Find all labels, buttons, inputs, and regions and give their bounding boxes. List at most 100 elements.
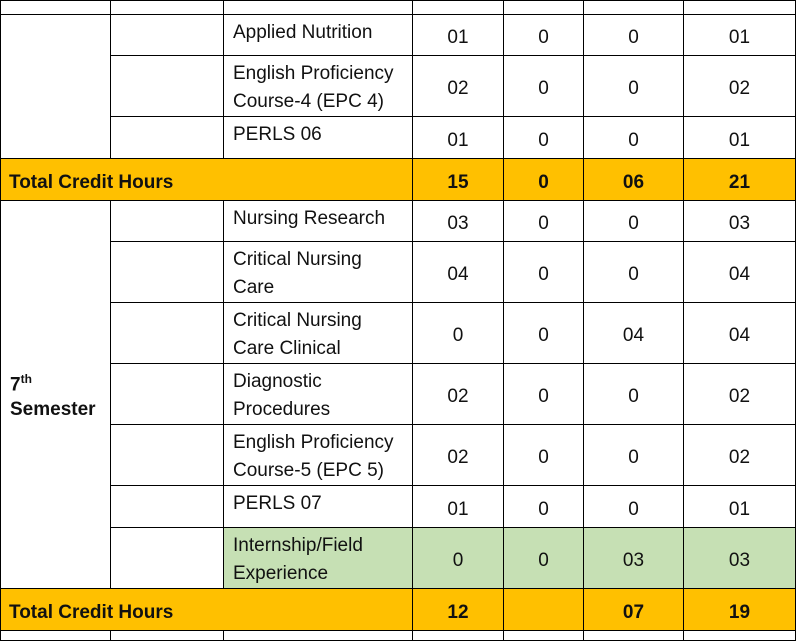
credit-value: 04 [683,241,796,303]
course-row: English Proficiency Course-4 (EPC 4) 02 0 0… [1,55,796,117]
course-name: PERLS 06 [223,116,413,159]
semester-cell: 7th Semester [0,200,111,589]
credit-value: 01 [412,14,504,56]
credit-value: 01 [412,116,504,159]
total-value: 19 [683,588,796,631]
course-name: English Proficiency Course-4 (EPC 4) [223,55,413,117]
course-name: PERLS 07 [223,485,413,528]
cell [583,0,684,15]
credit-value: 0 [503,485,584,528]
total-value: 0 [503,158,584,201]
credit-value: 03 [412,200,504,242]
empty-cell [110,55,224,117]
credit-value: 0 [503,527,584,589]
cell [223,0,413,15]
cell [412,630,504,641]
total-value: 06 [583,158,684,201]
empty-cell [110,527,224,589]
cell [583,630,684,641]
course-name: Diagnostic Procedures [223,363,413,425]
semester-cell [0,14,111,159]
total-value [503,588,584,631]
total-label: Total Credit Hours [0,158,413,201]
partial-row [0,630,796,641]
cell [0,0,111,15]
course-row: Critical Nursing Care 04 0 0 04 [1,241,796,303]
empty-cell [110,302,224,364]
credit-value: 02 [412,424,504,486]
total-row: Total Credit Hours 12 07 19 [0,588,796,631]
total-value: 07 [583,588,684,631]
cell [683,0,796,15]
semester-suffix: th [20,371,32,386]
partial-row [0,0,796,15]
credit-value: 0 [412,527,504,589]
course-row: Diagnostic Procedures 02 0 0 02 [1,363,796,425]
credit-value: 0 [583,116,684,159]
total-label: Total Credit Hours [0,588,413,631]
credit-value: 0 [412,302,504,364]
credit-value: 0 [583,241,684,303]
empty-cell [110,424,224,486]
empty-cell [110,363,224,425]
total-row: Total Credit Hours 15 0 06 21 [0,158,796,201]
credit-value: 02 [683,424,796,486]
course-row: Internship/Field Experience 0 0 03 03 [1,527,796,589]
credit-value: 0 [583,200,684,242]
credit-value: 01 [683,485,796,528]
cell [503,630,584,641]
credit-value: 02 [412,363,504,425]
credit-value: 0 [583,485,684,528]
credit-value: 02 [683,55,796,117]
credit-value: 04 [412,241,504,303]
cell [223,630,413,641]
credit-value: 0 [583,55,684,117]
course-name: Critical Nursing Care [223,241,413,303]
cell [683,630,796,641]
credit-value: 04 [683,302,796,364]
semester-number: 7 [10,374,21,396]
course-name: Critical Nursing Care Clinical [223,302,413,364]
credit-value: 03 [583,527,684,589]
cell [110,630,224,641]
total-value: 12 [412,588,504,631]
credit-value: 04 [583,302,684,364]
course-name: English Proficiency Course-5 (EPC 5) [223,424,413,486]
course-row: Critical Nursing Care Clinical 0 0 04 04 [1,302,796,364]
credit-value: 0 [503,55,584,117]
empty-cell [110,200,224,242]
empty-cell [110,14,224,56]
course-name: Applied Nutrition [223,14,413,56]
credit-value: 01 [412,485,504,528]
credit-value: 0 [503,363,584,425]
total-value: 21 [683,158,796,201]
course-name: Nursing Research [223,200,413,242]
credit-value: 0 [503,241,584,303]
course-row: English Proficiency Course-5 (EPC 5) 02 0 0… [1,424,796,486]
credit-value: 02 [683,363,796,425]
credit-value: 0 [503,116,584,159]
cell [503,0,584,15]
credit-value: 0 [583,424,684,486]
course-row: 7th Semester Nursing Research 03 0 0 03 [0,200,796,589]
empty-cell [110,241,224,303]
credit-value: 0 [583,363,684,425]
credit-value: 02 [412,55,504,117]
credit-value: 03 [683,527,796,589]
credit-value: 0 [503,302,584,364]
cell [412,0,504,15]
cell [110,0,224,15]
course-row: PERLS 06 01 0 0 01 [1,116,796,159]
credit-value: 01 [683,14,796,56]
semester-word: Semester [10,399,96,421]
credit-value: 03 [683,200,796,242]
credit-value: 0 [503,14,584,56]
empty-cell [110,485,224,528]
credit-value: 0 [503,424,584,486]
credit-value: 0 [583,14,684,56]
course-row: Applied Nutrition 01 0 0 01 [0,14,796,159]
course-name: Internship/Field Experience [223,527,413,589]
